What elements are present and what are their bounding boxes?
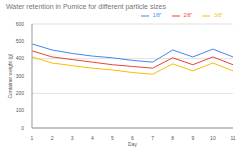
svg-text:600: 600 (16, 21, 25, 27)
svg-text:4: 4 (91, 135, 94, 141)
svg-text:5: 5 (111, 135, 114, 141)
svg-text:200: 200 (16, 90, 25, 96)
svg-text:400: 400 (16, 55, 25, 61)
svg-text:9: 9 (191, 135, 194, 141)
svg-text:Day: Day (128, 141, 137, 147)
svg-text:100: 100 (16, 107, 25, 113)
svg-text:2: 2 (51, 135, 54, 141)
svg-text:3: 3 (71, 135, 74, 141)
svg-text:7: 7 (151, 135, 154, 141)
svg-text:6: 6 (131, 135, 134, 141)
html-text:Water retention in Pumice for: Water retention in Pumice for different … (6, 3, 166, 10)
svg-text:0: 0 (21, 125, 24, 131)
html-text:1/8": 1/8" (152, 12, 162, 19)
svg-text:Container weight (g): Container weight (g) (8, 53, 13, 98)
svg-text:11: 11 (230, 135, 235, 141)
svg-text:500: 500 (16, 38, 25, 44)
svg-text:10: 10 (210, 135, 216, 141)
svg-text:1: 1 (31, 135, 34, 141)
svg-text:8: 8 (171, 135, 174, 141)
html-text:2/8": 2/8" (183, 12, 193, 19)
html-text:3/8": 3/8" (214, 12, 223, 19)
svg-text:300: 300 (16, 73, 25, 79)
